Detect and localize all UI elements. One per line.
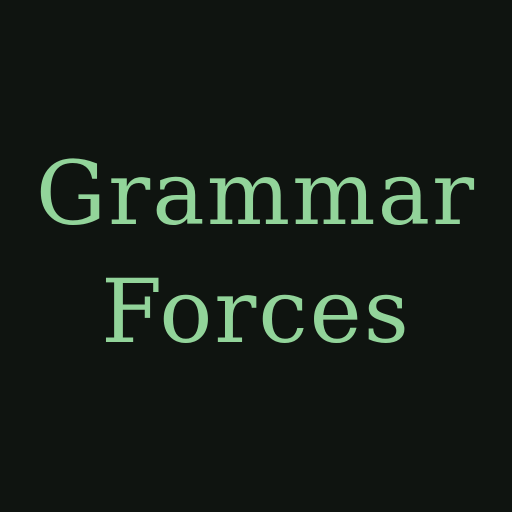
app-title: Grammar Forces bbox=[36, 135, 476, 371]
title-line-2: Forces bbox=[101, 260, 411, 363]
title-line-1: Grammar bbox=[35, 142, 477, 245]
